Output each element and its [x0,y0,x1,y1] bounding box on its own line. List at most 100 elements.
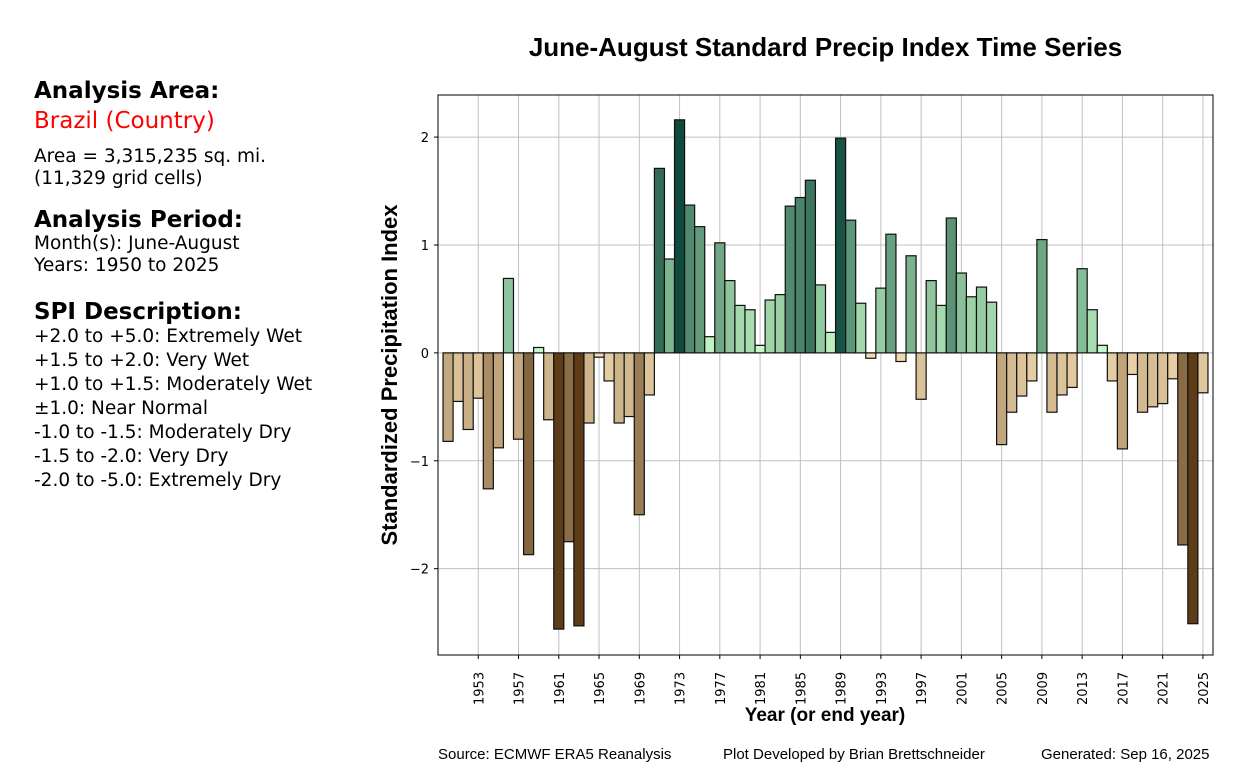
bar-1952 [462,352,474,431]
x-tick-label: 1993 [875,672,890,705]
bar-2019 [1136,352,1149,413]
bar-2005 [996,352,1008,446]
x-tick-label: 2017 [1116,672,1131,705]
spi-item: -1.5 to -2.0: Very Dry [34,446,229,467]
y-tick-label: 2 [421,131,429,146]
bar-1993 [875,287,887,354]
bar-1968 [623,352,635,418]
x-tick-label: 2005 [996,672,1011,705]
bar-1964 [583,352,595,424]
bar-1960 [543,352,555,421]
spi-item: -1.0 to -1.5: Moderately Dry [34,422,292,443]
bar-2024 [1187,352,1199,625]
bar-2018 [1126,352,1139,376]
bar-1990 [845,219,857,354]
x-tick-label: 1953 [472,672,487,705]
bar-1987 [814,284,827,354]
bar-1955 [492,352,505,449]
bar-2015 [1096,344,1108,354]
bar-1975 [694,226,706,354]
x-tick-label: 2025 [1197,672,1212,705]
plot-frame [437,94,1214,656]
y-tick-label: −2 [410,563,429,578]
bar-2010 [1046,352,1058,413]
x-tick-label: 2001 [955,672,970,705]
chart-title: June-August Standard Precip Index Time S… [528,32,1123,62]
bar-1962 [563,352,575,543]
bar-1973 [673,119,686,354]
y-tick-label: −1 [410,455,429,470]
bar-1991 [855,302,867,354]
spi-item: +1.5 to +2.0: Very Wet [34,350,250,371]
area-name: Brazil (Country) [34,108,215,134]
bar-1980 [744,309,756,354]
bar-1977 [714,242,726,354]
bar-2017 [1116,352,1129,450]
bar-1992 [865,352,877,359]
bar-1950 [442,352,454,442]
spi-item: -2.0 to -5.0: Extremely Dry [34,470,282,491]
bar-2001 [955,272,968,354]
bar-2012 [1066,352,1078,389]
bar-2007 [1016,352,1028,397]
bar-1966 [603,352,615,382]
bar-1983 [774,294,786,354]
y-axis-label: Standardized Precipitation Index [377,204,402,546]
months: Month(s): June-August [34,233,240,254]
bar-2003 [975,286,988,354]
bar-1958 [522,352,535,556]
years: Years: 1950 to 2025 [34,255,220,276]
x-tick-label: 1997 [915,672,930,705]
bar-1967 [613,352,625,424]
x-tick-label: 1965 [593,672,608,705]
x-tick-label: 1961 [553,672,568,705]
source-text: Source: ECMWF ERA5 Reanalysis [438,746,672,763]
y-tick-label: 1 [421,239,429,254]
x-tick-label: 1969 [633,672,648,705]
bar-1997 [915,352,927,400]
bar-1974 [683,204,696,354]
bar-2008 [1026,352,1038,382]
bar-1996 [905,255,917,354]
bar-1969 [633,352,645,516]
bar-2022 [1167,352,1179,380]
analysis-period-heading: Analysis Period: [34,207,243,233]
bar-2002 [965,296,978,354]
spi-item: ±1.0: Near Normal [34,398,209,419]
bar-1999 [935,304,947,354]
analysis-area-heading: Analysis Area: [34,78,220,104]
bar-1986 [804,179,817,354]
bar-2000 [945,217,957,354]
bar-1982 [764,299,776,354]
bar-1985 [794,196,806,354]
bar-2025 [1197,352,1209,394]
grid-cells: (11,329 grid cells) [34,168,203,189]
bar-1976 [704,336,716,354]
x-axis-label: Year (or end year) [745,705,906,726]
bar-1956 [502,277,515,354]
bar-1998 [925,279,937,354]
bar-1959 [533,346,545,354]
bar-1981 [754,344,766,354]
spi-item: +2.0 to +5.0: Extremely Wet [34,326,302,347]
bars [442,119,1209,630]
spi-list: +2.0 to +5.0: Extremely Wet +1.5 to +2.0… [34,325,312,493]
bar-1951 [452,352,464,403]
bar-1961 [553,352,565,630]
bar-2021 [1157,352,1169,405]
x-tick-label: 1977 [714,672,729,705]
bar-1989 [834,137,847,354]
bar-2009 [1036,238,1048,354]
x-tick-label: 1981 [754,672,769,705]
bar-1978 [724,279,736,354]
bar-2013 [1076,268,1088,354]
bar-2023 [1177,352,1189,546]
bar-1984 [784,205,796,354]
bar-1979 [734,304,746,354]
bar-1971 [653,167,666,354]
bar-1988 [824,331,837,354]
bar-1994 [885,233,897,354]
bar-2016 [1106,352,1118,382]
spi-description-heading: SPI Description: [34,299,242,325]
